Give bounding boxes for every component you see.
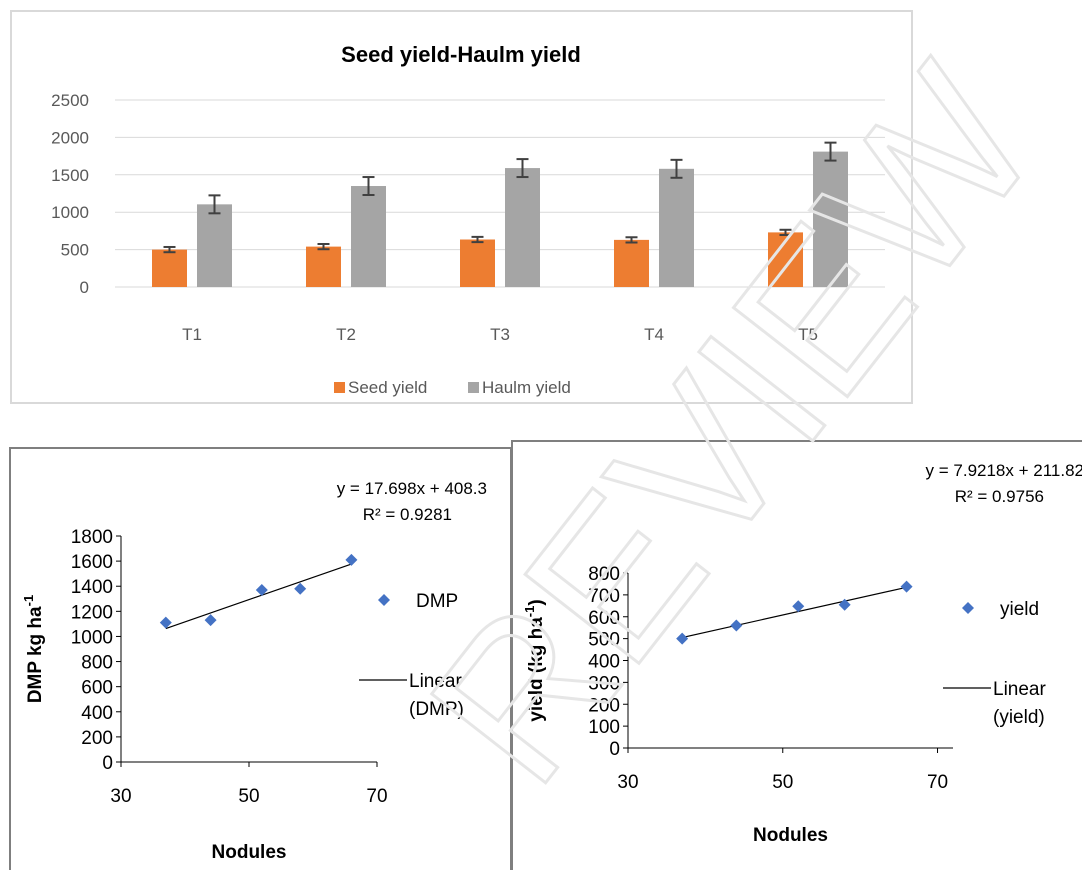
y-tick-label: 2500 bbox=[51, 91, 89, 110]
y-tick-label: 100 bbox=[588, 717, 620, 738]
data-point bbox=[204, 614, 217, 627]
y-tick-label: 1500 bbox=[51, 166, 89, 185]
trendline-r2: R² = 0.9281 bbox=[363, 505, 452, 524]
trendline-equation: y = 17.698x + 408.3 bbox=[337, 479, 487, 498]
x-axis-label: Nodules bbox=[212, 842, 287, 863]
y-tick-label: 300 bbox=[588, 673, 620, 694]
bar-chart: Seed yield-Haulm yield 0 500 1000 1500 2000 25… bbox=[51, 42, 885, 397]
x-tick-label: 50 bbox=[772, 772, 793, 793]
y-tick-label: 800 bbox=[588, 564, 620, 585]
yield-scatter-panel: 0 100 200 300 400 500 600 700 800 30 50 70 Nodules yi… bbox=[511, 440, 1082, 870]
data-point bbox=[159, 616, 172, 629]
trendline-equation: y = 7.9218x + 211.82 bbox=[926, 461, 1082, 480]
legend-marker bbox=[378, 594, 390, 606]
bar bbox=[152, 249, 187, 287]
x-axis-label: Nodules bbox=[753, 825, 828, 846]
bar bbox=[505, 168, 540, 287]
y-tick-label: 600 bbox=[81, 678, 113, 699]
x-tick-label: 30 bbox=[110, 786, 131, 807]
legend-trend-label: (yield) bbox=[993, 707, 1045, 728]
legend-trend-label: Linear bbox=[409, 671, 462, 692]
x-tick-label: 30 bbox=[617, 772, 638, 793]
data-point bbox=[730, 619, 743, 632]
y-tick-label: 1000 bbox=[51, 203, 89, 222]
y-tick-label: 0 bbox=[609, 739, 620, 760]
y-tick-label: 1000 bbox=[71, 627, 113, 648]
bar bbox=[614, 239, 649, 287]
y-axis-label: yield (kg ha-1) bbox=[522, 599, 547, 721]
trendline bbox=[682, 586, 907, 639]
y-tick-label: 1400 bbox=[71, 577, 113, 598]
legend-trend-label: Linear bbox=[993, 679, 1046, 700]
trendline-r2: R² = 0.9756 bbox=[955, 487, 1044, 506]
x-tick-label: T2 bbox=[336, 325, 356, 344]
legend-label: yield bbox=[1000, 599, 1039, 620]
legend-marker bbox=[962, 602, 974, 614]
y-tick-label: 1800 bbox=[71, 527, 113, 548]
x-tick-label: 70 bbox=[366, 786, 387, 807]
y-tick-label: 200 bbox=[588, 695, 620, 716]
bar bbox=[460, 239, 495, 287]
data-point bbox=[294, 582, 307, 595]
y-tick-label: 800 bbox=[81, 653, 113, 674]
x-tick-label: T4 bbox=[644, 325, 664, 344]
y-tick-label: 0 bbox=[80, 278, 89, 297]
x-tick-label: 70 bbox=[927, 772, 948, 793]
y-tick-label: 1600 bbox=[71, 552, 113, 573]
data-point bbox=[345, 553, 358, 566]
legend-label: DMP bbox=[416, 591, 458, 612]
legend-label: Haulm yield bbox=[482, 378, 571, 397]
y-tick-label: 400 bbox=[81, 703, 113, 724]
legend-label: Seed yield bbox=[348, 378, 427, 397]
bar-chart-panel: Seed yield-Haulm yield 0 500 1000 1500 2000 25… bbox=[10, 10, 913, 404]
y-tick-label: 2000 bbox=[51, 128, 89, 147]
x-tick-label: T1 bbox=[182, 325, 202, 344]
legend-swatch bbox=[334, 382, 345, 393]
x-tick-label: T5 bbox=[798, 325, 818, 344]
data-point bbox=[900, 580, 913, 593]
y-tick-label: 600 bbox=[588, 608, 620, 629]
y-tick-label: 1200 bbox=[71, 602, 113, 623]
data-point bbox=[792, 600, 805, 613]
bar bbox=[659, 168, 694, 287]
bar bbox=[768, 232, 803, 287]
chart-title: Seed yield-Haulm yield bbox=[341, 42, 581, 67]
y-tick-label: 500 bbox=[61, 241, 89, 260]
data-point bbox=[838, 598, 851, 611]
y-tick-label: 400 bbox=[588, 652, 620, 673]
x-tick-label: 50 bbox=[238, 786, 259, 807]
legend-swatch bbox=[468, 382, 479, 393]
data-point bbox=[676, 632, 689, 645]
dmp-scatter-panel: 0 200 400 600 800 1000 1200 1400 1600 1800 30 50 70 N… bbox=[9, 447, 512, 870]
trendline bbox=[165, 563, 352, 630]
bar bbox=[306, 246, 341, 287]
bar bbox=[197, 204, 232, 287]
y-tick-label: 0 bbox=[102, 753, 113, 774]
y-tick-label: 200 bbox=[81, 728, 113, 749]
y-tick-label: 500 bbox=[588, 630, 620, 651]
bar bbox=[813, 151, 848, 287]
legend-trend-label: (DMP) bbox=[409, 699, 464, 720]
y-axis-label: DMP kg ha-1 bbox=[21, 595, 46, 703]
y-tick-label: 700 bbox=[588, 586, 620, 607]
bar bbox=[351, 186, 386, 287]
dmp-scatter-chart: 0 200 400 600 800 1000 1200 1400 1600 1800 30 50 70 N… bbox=[21, 479, 487, 863]
x-tick-label: T3 bbox=[490, 325, 510, 344]
